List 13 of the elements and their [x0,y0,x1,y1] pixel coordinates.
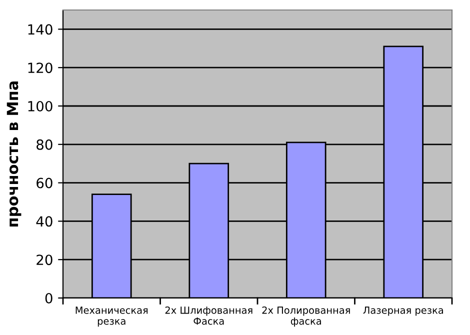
x-tick-label: 2x Шлифованная Фаска [165,306,252,325]
x-tick-label: Механическая резка [76,306,148,327]
y-tick-label: 40 [36,216,52,227]
x-tick-label: Лазерная резка [363,306,443,316]
y-tick-label: 140 [28,24,52,35]
y-tick-label: 120 [28,62,52,74]
y-tick-label: 20 [36,254,52,266]
y-tick-label: 80 [36,139,52,150]
y-tick-label: 60 [36,178,52,188]
y-axis-title: прочность в Мпа [6,81,22,226]
x-tick-label: 2x Полированная фаска [262,306,350,327]
y-tick-label: 0 [45,292,52,304]
y-tick-label: 100 [28,100,52,112]
